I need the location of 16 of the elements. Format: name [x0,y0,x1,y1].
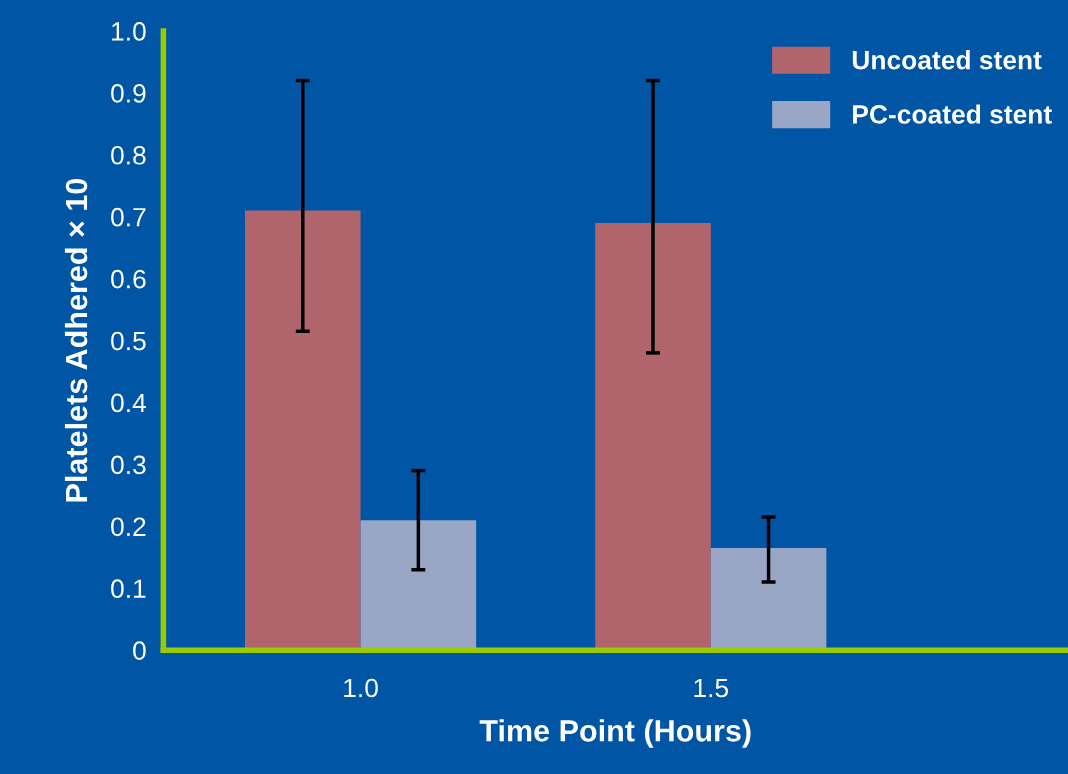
x-tick-label: 1.5 [694,678,729,698]
y-tick-label: 0.1 [111,579,146,599]
y-tick-label: 0.6 [111,269,146,289]
y-tick-label: 0.2 [111,517,146,537]
y-tick-label: 0.3 [111,455,146,475]
legend-label: PC-coated stent [853,104,1052,124]
y-tick-label: 0.5 [111,331,146,351]
legend-label: Uncoated stent [852,50,1042,70]
y-tick-label: 0.7 [111,207,146,227]
y-tick-label: 0 [133,641,146,660]
y-tick-label: 0.9 [111,84,146,103]
y-tick-label: 0.8 [111,145,146,165]
y-tick-label: 0.4 [111,393,146,413]
x-axis-title: Time Point (Hours) [479,719,751,748]
y-tick-label: 1.0 [112,22,146,41]
y-axis-title: Platelets Adhered × 10 [64,178,88,502]
